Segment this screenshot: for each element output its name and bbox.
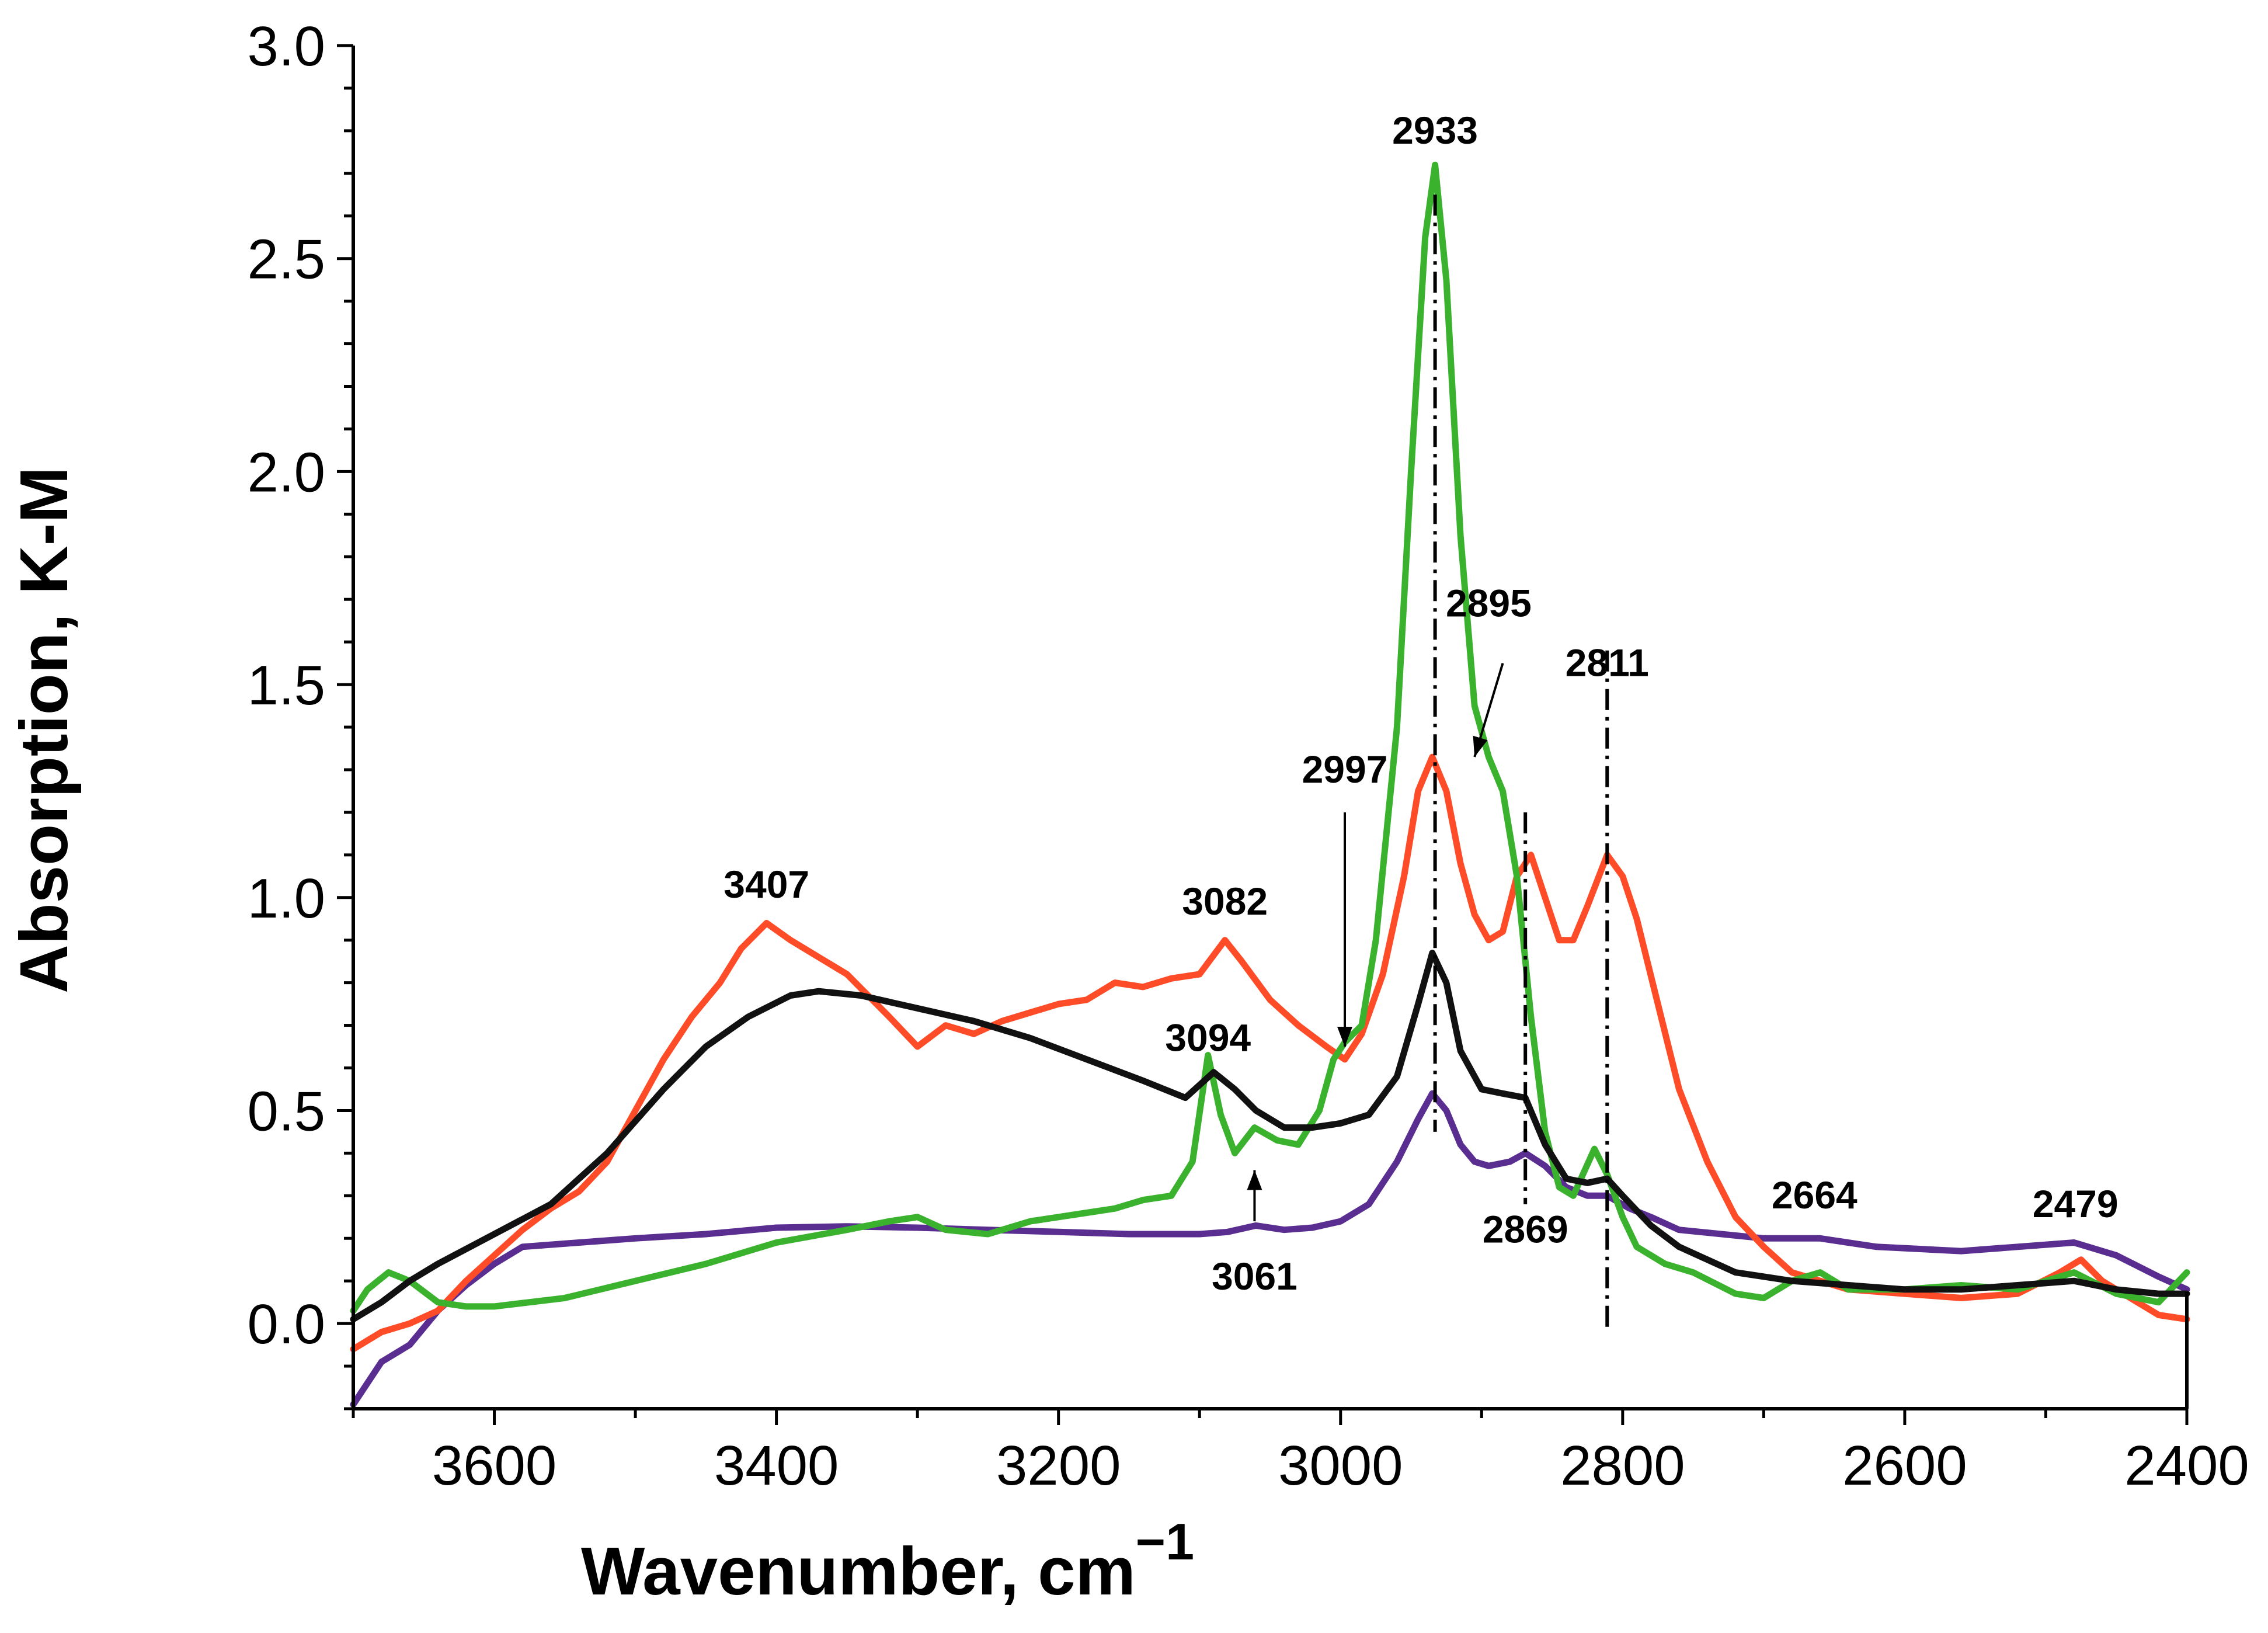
x-tick-label: 3600: [432, 1434, 557, 1497]
peak-label-2869: 2869: [1483, 1208, 1568, 1251]
x-tick-label: 2400: [2124, 1434, 2249, 1497]
series-line-green: [350, 161, 2190, 1314]
y-tick-label: 1.0: [248, 867, 325, 930]
annotation-arrowhead-1: [1473, 735, 1488, 758]
y-axis-title: Absorption, K-M: [6, 467, 82, 993]
peak-label-2664: 2664: [1772, 1173, 1857, 1217]
series-line-red: [350, 753, 2190, 1353]
x-axis-title-exponent: −1: [1136, 1513, 1194, 1571]
peak-label-3094: 3094: [1165, 1016, 1251, 1059]
peak-label-2811: 2811: [1566, 641, 1649, 684]
peak-label-3407: 3407: [723, 863, 809, 906]
x-tick-label: 3000: [1278, 1434, 1403, 1497]
peak-label-3082: 3082: [1182, 880, 1268, 923]
peak-label-2997: 2997: [1302, 748, 1388, 791]
annotation-arrowhead-0: [1337, 1027, 1353, 1047]
peak-label-2479: 2479: [2033, 1182, 2119, 1225]
x-axis-title: Wavenumber, cm−1: [581, 1513, 1194, 1609]
peak-label-2895: 2895: [1446, 581, 1532, 624]
annotation-arrowhead-2: [1247, 1170, 1262, 1190]
x-tick-label: 3200: [996, 1434, 1121, 1497]
axis-titles-group: Wavenumber, cm−1 Absorption, K-M: [6, 467, 1194, 1609]
series-line-purple: [350, 1090, 2190, 1408]
y-tick-label: 2.5: [248, 228, 325, 291]
series-line-black: [350, 950, 2190, 1323]
peak-label-3061: 3061: [1212, 1255, 1298, 1298]
arrows-group: [1247, 663, 1504, 1222]
axes-group: 0.0 0.5 1.0 1.5 2.0 2.5 3.0 3600 3400 3200 3000 280…: [248, 15, 2249, 1497]
y-tick-label: 1.5: [248, 654, 325, 717]
plot-series-group: [350, 161, 2190, 1408]
peak-labels-group: 3407 3082 3094 3061 2997 2933 2895 2869 2811 2664…: [723, 109, 2118, 1298]
y-tick-label: 0.5: [248, 1080, 325, 1142]
y-tick-label: 3.0: [248, 15, 325, 78]
x-tick-label: 2600: [1842, 1434, 1967, 1497]
x-tick-label: 3400: [714, 1434, 839, 1497]
x-tick-label: 2800: [1560, 1434, 1685, 1497]
y-tick-label: 2.0: [248, 441, 325, 503]
y-tick-label: 0.0: [248, 1293, 325, 1356]
plot-area: [353, 46, 2187, 1409]
marker-lines-group: [1433, 194, 1609, 1332]
x-axis-title-text: Wavenumber, cm: [581, 1533, 1136, 1609]
peak-label-2933: 2933: [1392, 109, 1478, 152]
